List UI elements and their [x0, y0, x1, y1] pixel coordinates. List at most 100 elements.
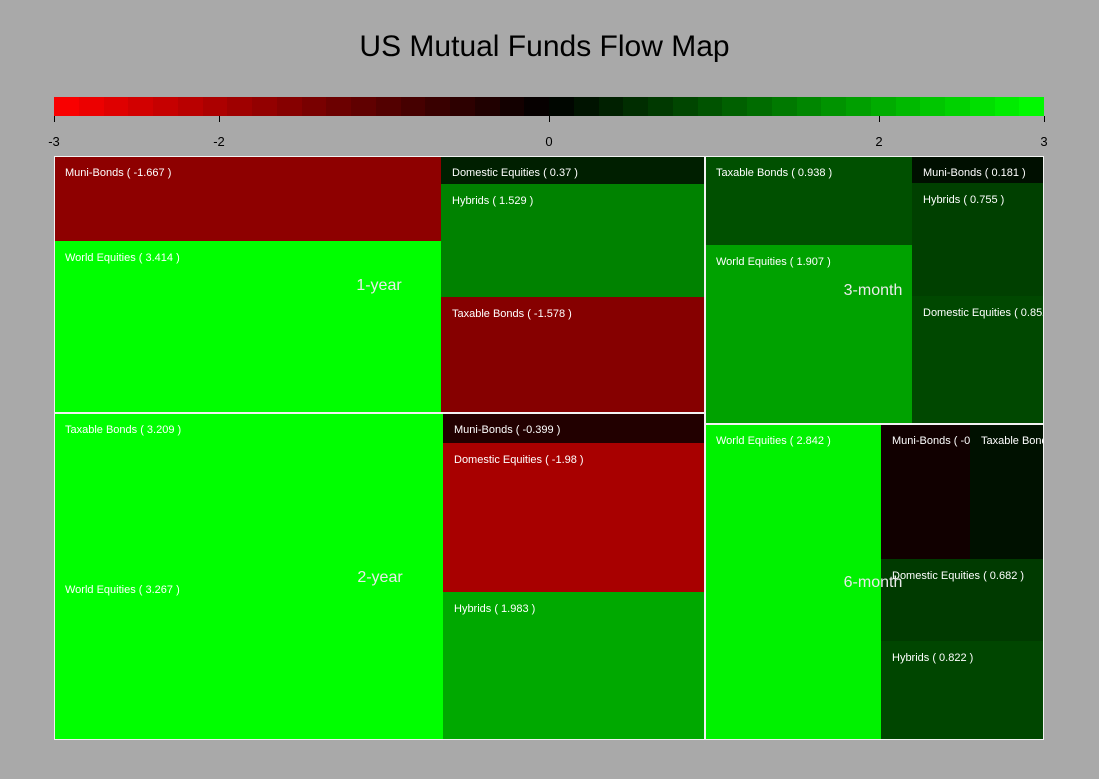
color-scale-tick-label: -2: [213, 134, 225, 149]
color-scale-cell: [524, 97, 549, 116]
color-scale-cell: [326, 97, 351, 116]
color-scale-cell: [697, 97, 723, 116]
treemap-tile-label: Domestic Equities ( 0.682 ): [892, 570, 1025, 582]
color-scale-cell: [573, 97, 599, 116]
treemap-tile[interactable]: Domestic Equities ( -1.98 ): [443, 443, 705, 592]
color-scale-cell: [623, 97, 648, 116]
color-scale-cell: [474, 97, 500, 116]
color-scale-cell: [128, 97, 153, 116]
color-scale-cell: [549, 97, 574, 116]
treemap-tile[interactable]: Domestic Equities ( 0.37 ): [441, 156, 705, 184]
color-scale-cell: [648, 97, 673, 116]
chart-title: US Mutual Funds Flow Map: [359, 30, 730, 63]
treemap-tile[interactable]: Muni-Bonds ( -0.399 ): [443, 413, 705, 443]
color-scale-cell: [375, 97, 401, 116]
treemap-tile[interactable]: Domestic Equities ( 0.852 ): [912, 296, 1044, 424]
treemap-tile-label: Muni-Bonds ( 0.181 ): [923, 167, 1026, 179]
treemap-group-label: 2-year: [357, 569, 403, 586]
color-scale-cell: [301, 97, 327, 116]
treemap-tile[interactable]: Muni-Bonds ( -0.: [881, 424, 970, 559]
color-scale-tick: [548, 116, 550, 122]
color-scale-cell: [153, 97, 178, 116]
treemap-tile-label: Hybrids ( 1.529 ): [452, 195, 534, 207]
color-scale-tick-label: 3: [1040, 134, 1048, 149]
treemap-tile-label: Hybrids ( 1.983 ): [454, 603, 536, 615]
color-scale-cell: [1019, 97, 1044, 116]
color-scale-cell: [771, 97, 797, 116]
color-scale-cell: [895, 97, 921, 116]
treemap-group-label: 1-year: [356, 277, 402, 294]
color-scale-cell: [78, 97, 104, 116]
treemap-tile[interactable]: World Equities ( 3.267 ): [54, 573, 443, 740]
treemap-tile-label: Hybrids ( 0.822 ): [892, 652, 974, 664]
treemap-tile[interactable]: Hybrids ( 0.822 ): [881, 641, 1044, 740]
treemap-group-3-month: Taxable Bonds ( 0.938 ) World Equities ( …: [705, 156, 1044, 424]
treemap-tile[interactable]: Taxable Bonds ( 3.209 ): [54, 413, 443, 573]
treemap-tile-label: Domestic Equities ( 0.37 ): [452, 167, 578, 179]
color-scale-cell: [252, 97, 277, 116]
color-scale-cell: [796, 97, 822, 116]
color-scale-cell: [994, 97, 1020, 116]
color-scale-cell: [103, 97, 129, 116]
color-scale-cell: [276, 97, 302, 116]
treemap-tile[interactable]: World Equities ( 1.907 ): [705, 245, 912, 424]
color-scale-cell: [969, 97, 995, 116]
treemap-tile[interactable]: Domestic Equities ( 0.682 ): [881, 559, 1044, 641]
color-scale-cell: [499, 97, 525, 116]
color-scale-bar: [54, 97, 1044, 116]
color-scale-cell: [846, 97, 871, 116]
treemap-tile[interactable]: World Equities ( 3.414 ): [54, 241, 441, 413]
treemap-tile-label: Muni-Bonds ( -1.667 ): [65, 167, 172, 179]
treemap-tile-label: Domestic Equities ( -1.98 ): [454, 454, 584, 466]
treemap-group-label: 6-month: [843, 574, 903, 591]
color-scale-tick: [878, 116, 880, 122]
color-scale-tick: [53, 116, 55, 122]
color-scale-cell: [920, 97, 945, 116]
treemap-group-1-year: Muni-Bonds ( -1.667 ) World Equities ( 3.…: [54, 156, 705, 413]
treemap-tile[interactable]: Hybrids ( 1.983 ): [443, 592, 705, 740]
treemap-tile-label: World Equities ( 3.267 ): [65, 584, 180, 596]
treemap-tile[interactable]: Hybrids ( 1.529 ): [441, 184, 705, 297]
color-scale-cell: [722, 97, 747, 116]
treemap-tile-label: Taxable Bond: [981, 435, 1044, 447]
treemap-group-label: 3-month: [843, 282, 903, 299]
treemap-tile[interactable]: Taxable Bonds ( -1.578 ): [441, 297, 705, 413]
color-scale-cell: [54, 97, 79, 116]
treemap-tile-label: World Equities ( 2.842 ): [716, 435, 831, 447]
treemap-tile[interactable]: Taxable Bonds ( 0.938 ): [705, 156, 912, 245]
treemap-tile[interactable]: Taxable Bond: [970, 424, 1044, 559]
color-scale-cell: [400, 97, 426, 116]
color-scale-tick-label: 2: [875, 134, 883, 149]
color-scale-tick-label: 0: [545, 134, 553, 149]
treemap-tile-label: Domestic Equities ( 0.852 ): [923, 307, 1044, 319]
treemap-tile[interactable]: Muni-Bonds ( -1.667 ): [54, 156, 441, 241]
color-scale-tick-label: -3: [48, 134, 60, 149]
treemap-tile-label: Taxable Bonds ( -1.578 ): [452, 308, 572, 320]
treemap-tile-label: Hybrids ( 0.755 ): [923, 194, 1005, 206]
color-scale-cell: [450, 97, 475, 116]
color-scale-cell: [177, 97, 203, 116]
color-scale-cell: [598, 97, 624, 116]
color-scale-cell: [945, 97, 970, 116]
color-scale-cell: [351, 97, 376, 116]
treemap-tile[interactable]: Hybrids ( 0.755 ): [912, 183, 1044, 296]
treemap-tile-label: World Equities ( 3.414 ): [65, 252, 180, 264]
treemap-tile-label: Taxable Bonds ( 3.209 ): [65, 424, 182, 436]
treemap-tile[interactable]: World Equities ( 2.842 ): [705, 424, 881, 740]
treemap-tile-label: World Equities ( 1.907 ): [716, 256, 831, 268]
color-scale-cell: [227, 97, 252, 116]
treemap-tile-label: Muni-Bonds ( -0.399 ): [454, 424, 561, 436]
treemap-group-6-month: World Equities ( 2.842 ) Muni-Bonds ( -0.…: [705, 424, 1044, 740]
color-scale-cell: [672, 97, 698, 116]
treemap: Muni-Bonds ( -1.667 ) World Equities ( 3.…: [54, 156, 1044, 740]
color-scale-tick: [1043, 116, 1045, 122]
color-scale-cell: [870, 97, 896, 116]
color-scale-cell: [425, 97, 450, 116]
treemap-tile-label: Muni-Bonds ( -0.: [892, 435, 970, 447]
color-scale-tick: [218, 116, 220, 122]
treemap-group-2-year: Taxable Bonds ( 3.209 ) World Equities ( …: [54, 413, 705, 740]
color-scale-cell: [202, 97, 228, 116]
treemap-tile-label: Taxable Bonds ( 0.938 ): [716, 167, 833, 179]
treemap-tile[interactable]: Muni-Bonds ( 0.181 ): [912, 156, 1044, 183]
color-scale-cell: [821, 97, 846, 116]
